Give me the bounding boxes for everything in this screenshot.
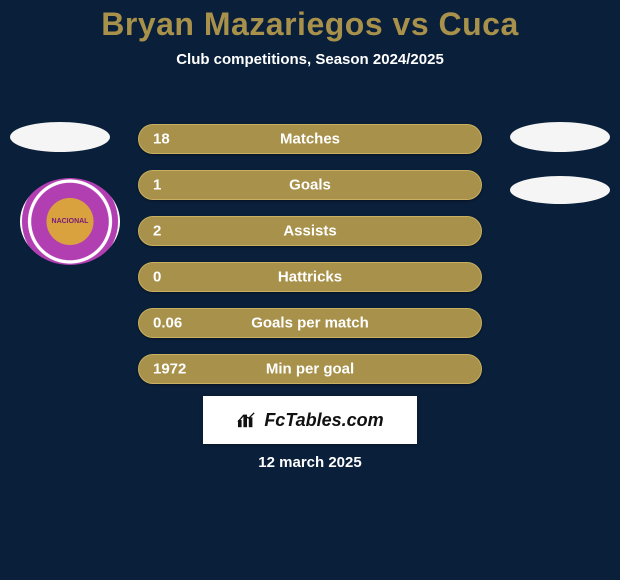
player-left-avatar-placeholder <box>10 122 110 152</box>
player-right-club-badge-placeholder <box>510 176 610 204</box>
stat-value: 18 <box>153 131 170 148</box>
stat-label: Matches <box>280 131 340 148</box>
stat-label: Assists <box>283 223 336 240</box>
stat-value: 0.06 <box>153 315 182 332</box>
source-logo: FcTables.com <box>203 396 417 444</box>
club-badge-label: NACIONAL <box>52 218 89 225</box>
stat-row: 1 Goals <box>138 170 482 200</box>
stats-bars: 18 Matches 1 Goals 2 Assists 0 Hattricks… <box>138 124 482 400</box>
stat-value: 2 <box>153 223 161 240</box>
stat-value: 1972 <box>153 361 186 378</box>
player-right-avatar-placeholder <box>510 122 610 152</box>
stat-row: 1972 Min per goal <box>138 354 482 384</box>
source-logo-text: FcTables.com <box>264 410 383 431</box>
ellipse-icon <box>10 122 110 152</box>
stat-row: 0.06 Goals per match <box>138 308 482 338</box>
stat-row: 2 Assists <box>138 216 482 246</box>
stat-value: 0 <box>153 269 161 286</box>
date-label: 12 march 2025 <box>258 454 361 471</box>
page-title: Bryan Mazariegos vs Cuca <box>0 0 620 43</box>
stat-row: 18 Matches <box>138 124 482 154</box>
chart-icon <box>236 411 258 429</box>
ellipse-icon <box>510 176 610 204</box>
stat-label: Hattricks <box>278 269 342 286</box>
content-root: Bryan Mazariegos vs Cuca Club competitio… <box>0 0 620 580</box>
player-left-club-badge: NACIONAL <box>20 178 120 265</box>
stat-label: Goals per match <box>251 315 369 332</box>
subtitle: Club competitions, Season 2024/2025 <box>0 51 620 68</box>
stat-value: 1 <box>153 177 161 194</box>
stat-row: 0 Hattricks <box>138 262 482 292</box>
club-badge-icon: NACIONAL <box>20 178 120 265</box>
stat-label: Goals <box>289 177 331 194</box>
ellipse-icon <box>510 122 610 152</box>
stat-label: Min per goal <box>266 361 354 378</box>
